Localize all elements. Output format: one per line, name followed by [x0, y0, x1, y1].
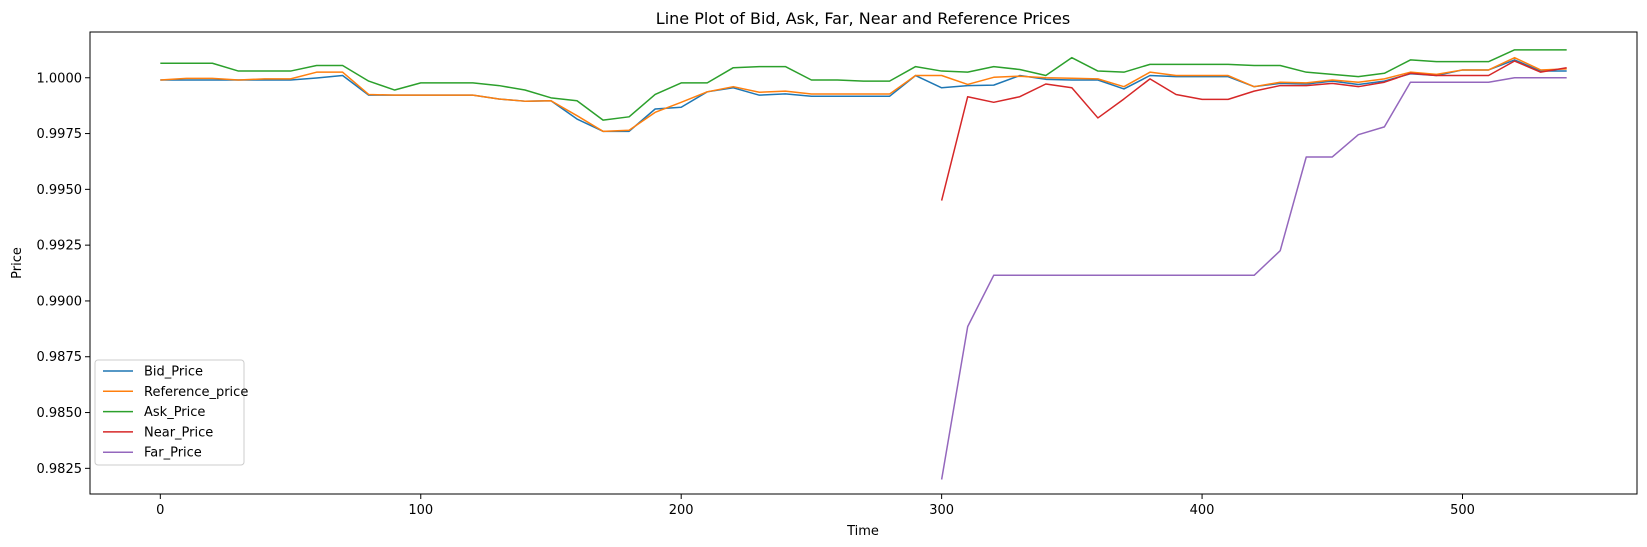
legend-label: Reference_price — [144, 385, 248, 400]
y-tick-label: 0.9975 — [37, 127, 83, 142]
y-axis: 0.9825 0.9850 0.9875 0.9900 0.9925 0.9950 0.99… — [37, 71, 90, 477]
plot-frame — [89, 31, 1638, 495]
x-tick-label: 200 — [669, 503, 694, 518]
y-tick-label: 0.9925 — [37, 239, 83, 254]
series-line-near-price — [940, 60, 1567, 201]
y-tick-label: 0.9900 — [37, 294, 83, 309]
series-layer — [160, 49, 1567, 480]
x-tick-label: 0 — [156, 503, 164, 518]
x-tick-label: 500 — [1450, 503, 1475, 518]
y-tick-label: 0.9875 — [37, 350, 83, 365]
series-line-ask-price — [160, 49, 1567, 121]
series-line-far-price — [940, 77, 1567, 480]
x-axis-title: Time — [846, 524, 879, 539]
x-tick-label: 400 — [1190, 503, 1215, 518]
chart-title: Line Plot of Bid, Ask, Far, Near and Ref… — [656, 9, 1070, 28]
x-tick-label: 300 — [929, 503, 954, 518]
legend-box — [94, 359, 245, 466]
y-tick-label: 1.0000 — [37, 71, 83, 86]
legend-label: Bid_Price — [144, 365, 203, 380]
series-line-reference-price — [160, 56, 1567, 133]
legend-label: Near_Price — [144, 425, 213, 440]
y-axis-title: Price — [10, 247, 25, 279]
y-tick-label: 0.9950 — [37, 183, 83, 198]
x-axis: 0 100 200 300 400 500 — [156, 494, 1475, 518]
y-tick-label: 0.9850 — [37, 406, 83, 421]
legend-label: Ask_Price — [144, 405, 205, 420]
x-tick-label: 100 — [408, 503, 433, 518]
legend: Bid_Price Reference_price Ask_Price Near_Pr… — [94, 359, 248, 466]
legend-label: Far_Price — [144, 446, 202, 461]
plot-area — [90, 32, 1637, 494]
y-tick-label: 0.9825 — [37, 462, 83, 477]
